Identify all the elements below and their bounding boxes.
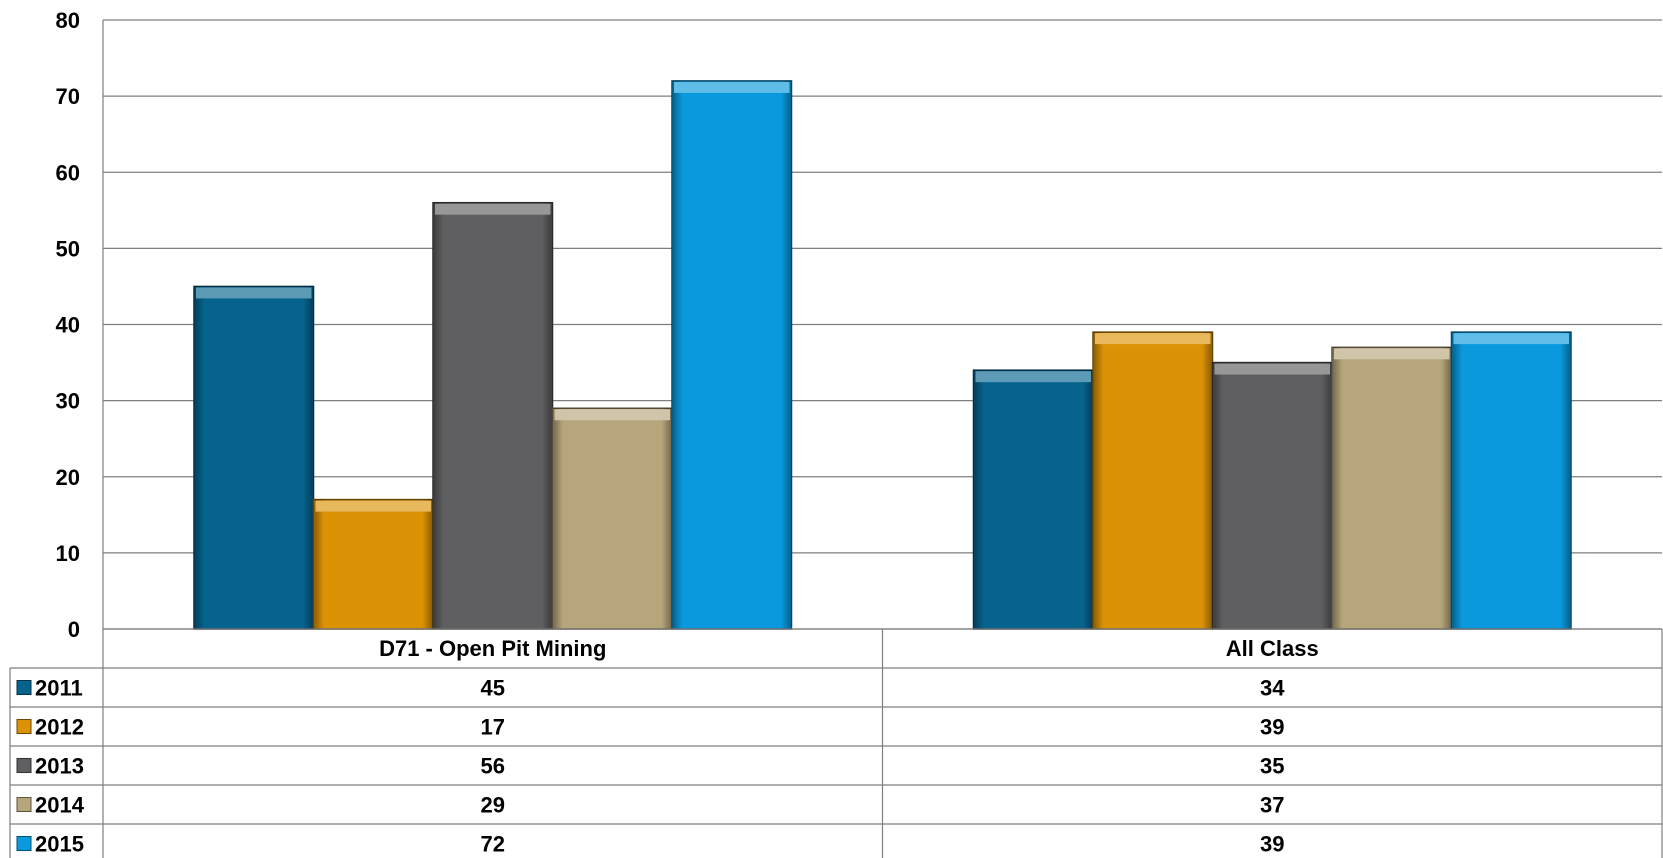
legend-label: 2012	[35, 715, 84, 740]
data-value-label: 39	[1260, 832, 1284, 857]
bar-bevel	[553, 408, 671, 629]
bar-bevel	[1094, 332, 1212, 629]
data-value-label: 35	[1260, 754, 1284, 779]
bar	[1331, 346, 1453, 630]
bar	[312, 498, 434, 630]
category-label: All Class	[1226, 636, 1319, 661]
data-value-label: 56	[481, 754, 505, 779]
y-axis: 0 10 20 30 40 50 60 70 80	[56, 8, 104, 642]
data-value-label: 39	[1260, 715, 1284, 740]
data-value-label: 45	[481, 676, 505, 701]
bar	[972, 369, 1094, 630]
y-tick-label: 40	[56, 313, 80, 338]
bar-bevel	[1333, 347, 1451, 629]
bar	[432, 201, 554, 630]
data-value-label: 17	[481, 715, 505, 740]
bar-bevel	[1213, 362, 1331, 629]
bar-bevel	[314, 499, 432, 629]
legend-label: 2015	[35, 832, 84, 857]
legend-key	[16, 797, 32, 812]
plot-area	[193, 80, 1572, 630]
y-tick-label: 50	[56, 236, 80, 261]
bar-top-bevel	[435, 203, 551, 215]
y-tick-label: 10	[56, 541, 80, 566]
bar-top-bevel	[196, 287, 312, 299]
legend-key	[16, 719, 32, 734]
data-value-label: 34	[1260, 676, 1285, 701]
bar-bevel	[974, 370, 1092, 629]
y-tick-label: 30	[56, 389, 80, 414]
data-value-label: 72	[481, 832, 505, 857]
bar-bevel	[434, 202, 552, 629]
bar	[1211, 361, 1333, 630]
bar-top-bevel	[315, 500, 431, 512]
y-tick-label: 20	[56, 465, 80, 490]
bar-bevel	[195, 286, 313, 629]
bar-bevel	[1452, 332, 1570, 629]
legend-key	[16, 758, 32, 773]
y-tick-label: 80	[56, 8, 80, 33]
y-tick-label: 60	[56, 160, 80, 185]
bar	[1450, 331, 1572, 630]
bar-top-bevel	[1095, 333, 1211, 345]
legend-label: 2013	[35, 754, 84, 779]
legend-key	[16, 680, 32, 695]
y-tick-label: 0	[68, 617, 80, 642]
data-value-label: 37	[1260, 793, 1284, 818]
category-label: D71 - Open Pit Mining	[379, 636, 606, 661]
bar-top-bevel	[674, 81, 790, 93]
legend-label: 2014	[35, 793, 85, 818]
bar-top-bevel	[1334, 348, 1450, 360]
bar	[551, 407, 673, 630]
data-table: D71 - Open Pit Mining All Class 2011 45 34 20…	[9, 628, 1663, 858]
bar-bevel	[673, 80, 791, 629]
legend-label: 2011	[35, 676, 83, 701]
legend-key	[16, 836, 32, 851]
bar-top-bevel	[1453, 333, 1569, 345]
data-value-label: 29	[481, 793, 505, 818]
y-tick-label: 70	[56, 84, 80, 109]
bar-top-bevel	[975, 371, 1091, 383]
bar	[1092, 331, 1214, 630]
bar-top-bevel	[554, 409, 670, 421]
bar-top-bevel	[1214, 363, 1330, 375]
bar	[193, 285, 315, 630]
bar	[671, 80, 793, 630]
